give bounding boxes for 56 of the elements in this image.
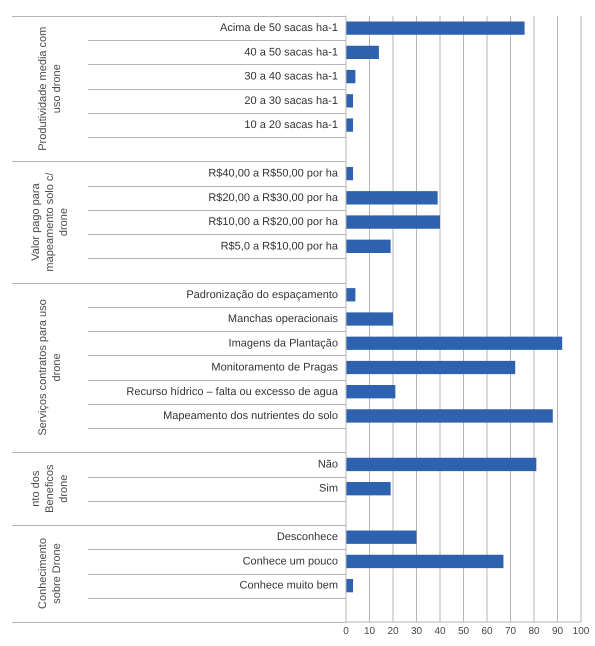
- bar: [346, 191, 438, 204]
- y-tick-label: Monitoramento de Pragas: [211, 362, 338, 374]
- y-tick-label: 10 a 20 sacas ha-1: [244, 119, 338, 132]
- x-tick-label: 10: [364, 626, 376, 637]
- y-tick-label: Acima de 50 sacas ha-1: [220, 22, 338, 34]
- bar: [346, 21, 525, 35]
- bar: [346, 118, 354, 132]
- bar: [346, 288, 356, 302]
- bar: [346, 336, 562, 350]
- y-tick-label: Imagens da Plantação: [228, 337, 338, 350]
- x-tick-label: 100: [572, 626, 590, 637]
- y-tick-label: Desconhece: [276, 531, 338, 544]
- bar: [346, 94, 354, 108]
- text: Serviços contratos para uso drone: [37, 299, 64, 436]
- y-tick-label: Recurso hídrico – falta ou excesso de agua: [126, 386, 339, 398]
- x-tick-label: 20: [387, 626, 399, 637]
- y-tick-label: Manchas operacionais: [228, 313, 338, 326]
- bar: [346, 166, 354, 180]
- y-tick-label: Mapeamento dos nutrientes do solo: [163, 410, 338, 422]
- bar: [346, 458, 536, 472]
- x-tick-label: 30: [410, 626, 422, 637]
- x-tick-label: 80: [528, 626, 540, 637]
- x-tick-label: 0: [343, 626, 350, 637]
- bar: [346, 70, 356, 84]
- y-tick-label: R$20,00 a R$30,00 por ha: [208, 192, 339, 204]
- bar: [346, 482, 391, 496]
- y-tick-label: R$5,0 a R$10,00 por ha: [220, 240, 339, 252]
- y-tick-label: Sim: [319, 482, 338, 495]
- y-tick-label: 20 a 30 sacas ha-1: [244, 94, 338, 107]
- text: Conhecimento sobre Drone: [37, 538, 64, 609]
- y-tick-label: Não: [318, 458, 338, 470]
- text: nto dos Beneficos drone: [30, 464, 70, 513]
- text: Produtividade media com uso drone: [37, 26, 64, 151]
- bar: [346, 578, 354, 592]
- y-tick-label: 40 a 50 sacas ha-1: [244, 46, 338, 58]
- bar: [346, 312, 393, 326]
- bar: [346, 215, 440, 229]
- bar: [346, 240, 391, 253]
- y-tick-label: R$10,00 a R$20,00 por ha: [208, 216, 339, 228]
- y-tick-label: Conhece muito bem: [240, 580, 338, 592]
- bar: [346, 46, 379, 60]
- bar: [346, 554, 504, 568]
- y-tick-label: Conhece um pouco: [242, 555, 338, 568]
- bar: [346, 530, 416, 544]
- y-tick-label: Padronização do espaçamento: [186, 288, 338, 301]
- x-tick-label: 70: [504, 626, 516, 637]
- bar: [346, 385, 396, 398]
- x-tick-label: 90: [552, 626, 564, 637]
- text: Valor pago para mapeamento solo c/ drone: [30, 172, 70, 272]
- bar: [346, 360, 516, 374]
- x-tick-label: 40: [434, 626, 446, 637]
- y-tick-label: R$40,00 a R$50,00 por ha: [208, 168, 339, 180]
- x-tick-label: 50: [458, 626, 470, 637]
- bar: [346, 409, 553, 423]
- y-tick-label: 30 a 40 sacas ha-1: [244, 70, 338, 83]
- x-tick-label: 60: [481, 626, 493, 637]
